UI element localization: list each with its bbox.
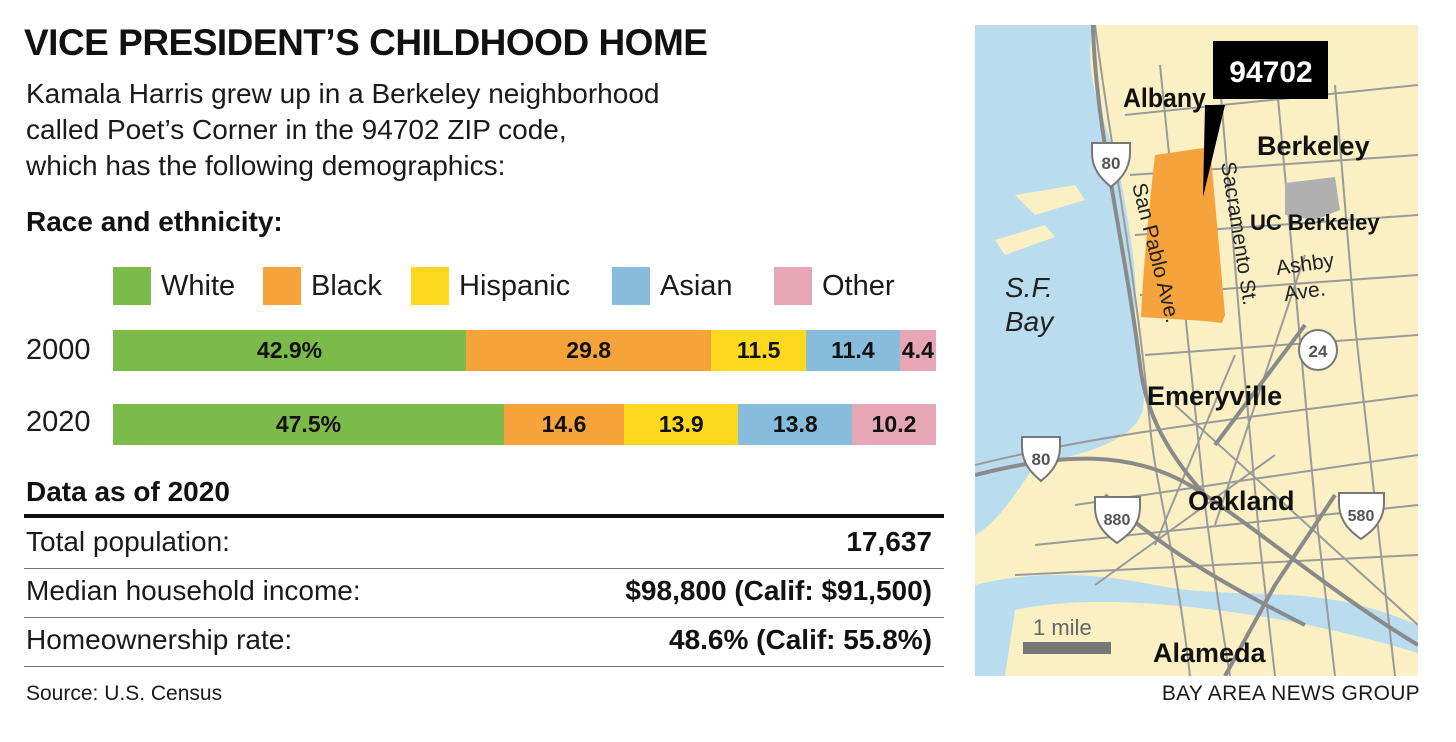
bar-row-2000: 42.9% 29.8 11.5 11.4 4.4 xyxy=(113,330,936,371)
stat-label: Homeownership rate: xyxy=(26,624,293,655)
intro-text: Kamala Harris grew up in a Berkeley neig… xyxy=(26,76,786,184)
bar-segment-asian-2000: 11.4 xyxy=(805,330,900,371)
stat-label: Median household income: xyxy=(26,575,361,606)
stats-heading: Data as of 2020 xyxy=(26,476,230,507)
legend-label: White xyxy=(161,269,236,302)
legend-label: Other xyxy=(822,269,895,302)
stats-divider xyxy=(24,514,944,518)
shield-580-icon: 580 xyxy=(1338,492,1385,541)
stat-row-income: Median household income: $98,800 (Calif:… xyxy=(24,569,944,618)
bar-segment-white-2020: 47.5% xyxy=(113,404,504,445)
stat-value: $98,800 (Calif: $91,500) xyxy=(625,575,932,606)
bar-row-2020: 47.5% 14.6 13.9 13.8 10.2 xyxy=(113,404,936,445)
locator-map: 94702 Albany Berkeley UC Berkeley Emeryv… xyxy=(975,25,1418,676)
shield-880-icon: 880 xyxy=(1094,496,1141,545)
chart-legend: White Black Hispanic Asian Other xyxy=(113,266,943,306)
stat-label: Total population: xyxy=(26,526,230,557)
bar-segment-white-2000: 42.9% xyxy=(113,330,467,371)
svg-text:880: 880 xyxy=(1104,512,1131,529)
shield-80-north-icon: 80 xyxy=(1091,142,1131,189)
callout-pointer xyxy=(1203,105,1225,197)
uc-campus-area xyxy=(1285,177,1340,220)
place-label-alameda: Alameda xyxy=(1153,638,1267,668)
shield-24-icon: 24 xyxy=(1298,329,1338,371)
scale-bar xyxy=(1023,642,1111,654)
legend-label: Asian xyxy=(660,269,733,302)
chart-title: Race and ethnicity: xyxy=(26,206,283,237)
place-label-oakland: Oakland xyxy=(1188,486,1295,516)
stat-value: 17,637 xyxy=(846,526,932,557)
legend-swatch xyxy=(774,267,812,305)
bar-segment-black-2000: 29.8 xyxy=(466,330,712,371)
bay-island xyxy=(995,225,1055,255)
intro-line: Kamala Harris grew up in a Berkeley neig… xyxy=(26,78,660,109)
legend-item-hispanic: Hispanic xyxy=(411,266,570,306)
svg-text:80: 80 xyxy=(1032,450,1051,469)
legend-swatch xyxy=(612,267,650,305)
alameda-land xyxy=(1005,601,1418,676)
credit-line: BAY AREA NEWS GROUP xyxy=(1161,682,1420,705)
svg-text:24: 24 xyxy=(1309,342,1328,361)
intro-line: called Poet’s Corner in the 94702 ZIP co… xyxy=(26,114,567,145)
bar-segment-black-2020: 14.6 xyxy=(503,404,625,445)
bar-segment-asian-2020: 13.8 xyxy=(738,404,853,445)
stat-row-population: Total population: 17,637 xyxy=(24,520,944,569)
legend-item-asian: Asian xyxy=(612,266,733,306)
water-label-sf: S.F. xyxy=(1005,272,1053,303)
bay-island xyxy=(1015,185,1085,215)
source-note: Source: U.S. Census xyxy=(26,682,223,705)
legend-swatch xyxy=(113,267,151,305)
legend-swatch xyxy=(263,267,301,305)
legend-label: Hispanic xyxy=(459,269,571,302)
legend-label: Black xyxy=(311,269,382,302)
stat-row-homeownership: Homeownership rate: 48.6% (Calif: 55.8%) xyxy=(24,618,944,667)
stat-value: 48.6% (Calif: 55.8%) xyxy=(669,624,932,655)
scale-label: 1 mile xyxy=(1033,615,1092,640)
svg-text:80: 80 xyxy=(1102,154,1121,173)
bar-segment-hispanic-2000: 11.5 xyxy=(711,330,806,371)
legend-item-other: Other xyxy=(774,266,895,306)
year-label-2020: 2020 xyxy=(26,406,91,438)
legend-item-black: Black xyxy=(263,266,382,306)
place-label-albany: Albany xyxy=(1123,84,1206,113)
shield-80-south-icon: 80 xyxy=(1021,436,1061,483)
callout-box xyxy=(1213,41,1328,99)
bar-segment-hispanic-2020: 13.9 xyxy=(624,404,739,445)
legend-swatch xyxy=(411,267,449,305)
year-label-2000: 2000 xyxy=(26,334,91,366)
intro-line: which has the following demographics: xyxy=(26,150,506,181)
bar-segment-other-2000: 4.4 xyxy=(899,330,936,371)
place-label-emeryville: Emeryville xyxy=(1147,381,1282,411)
street-label-ashby: Ave. xyxy=(1282,277,1326,306)
water-label-bay: Bay xyxy=(1005,306,1055,337)
place-label-berkeley: Berkeley xyxy=(1257,131,1370,161)
legend-item-white: White xyxy=(113,266,235,306)
bar-segment-other-2020: 10.2 xyxy=(852,404,936,445)
bay-water xyxy=(975,465,1035,535)
svg-text:580: 580 xyxy=(1348,508,1375,525)
place-label-uc-berkeley: UC Berkeley xyxy=(1250,210,1380,235)
page-title: VICE PRESIDENT’S CHILDHOOD HOME xyxy=(24,22,708,63)
callout-label: 94702 xyxy=(1229,56,1312,89)
